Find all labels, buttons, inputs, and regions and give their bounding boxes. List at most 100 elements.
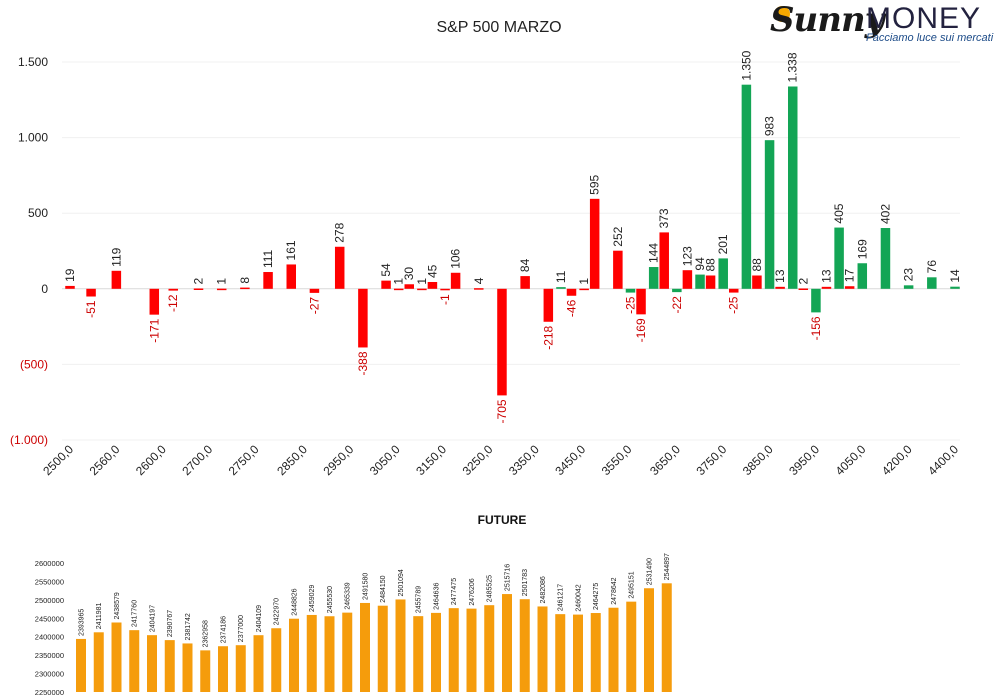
bar [309, 288, 320, 293]
bar [342, 612, 353, 692]
data-label: 2482086 [540, 576, 547, 603]
bar [286, 264, 296, 289]
data-label: 13 [819, 269, 833, 283]
x-tick-label: 2560,0 [87, 442, 123, 478]
data-label: 2455530 [327, 586, 334, 613]
data-label: 13 [773, 269, 787, 283]
bar [76, 638, 86, 692]
bar [764, 140, 775, 289]
x-tick-label: 3050,0 [367, 442, 403, 478]
bar [566, 288, 577, 296]
bar [427, 281, 438, 289]
data-label: 1 [415, 278, 429, 285]
y-tick-label: 2250000 [35, 688, 64, 697]
data-label: 2404197 [150, 605, 157, 632]
data-label: -169 [634, 318, 648, 342]
bar [659, 232, 669, 289]
bar [811, 288, 821, 313]
bar [193, 288, 204, 290]
data-label: 19 [63, 268, 77, 282]
y-tick-label: 2600000 [35, 559, 64, 568]
bar [440, 288, 450, 291]
data-label: -156 [809, 316, 823, 340]
y-tick-label: 2300000 [35, 670, 64, 679]
data-label: 45 [425, 264, 439, 278]
bar [182, 643, 193, 692]
data-label: 1.338 [786, 52, 800, 82]
brand-logo-word: Sunny [770, 0, 884, 40]
data-label: 2485525 [487, 575, 494, 602]
bar [111, 270, 122, 289]
bar [413, 616, 424, 692]
data-label: 2484150 [380, 575, 387, 602]
data-label: 1 [577, 278, 591, 285]
data-label: -705 [495, 399, 509, 423]
bar [417, 288, 427, 291]
data-label: 123 [680, 246, 694, 266]
x-tick-label: 2500,0 [40, 442, 76, 478]
x-tick-label: 3150,0 [413, 442, 449, 478]
x-tick-label: 3650,0 [647, 442, 683, 478]
bar [381, 280, 391, 289]
y-tick-label: (1.000) [10, 433, 48, 447]
y-tick-label: 2350000 [35, 651, 64, 660]
data-label: 201 [716, 234, 730, 254]
bar [857, 263, 868, 289]
bar [306, 614, 317, 692]
data-label: 402 [878, 204, 892, 224]
data-label: 2 [192, 277, 206, 284]
data-label: 2362958 [203, 620, 210, 647]
data-label: 94 [693, 257, 707, 271]
future-bar-chart: FUTURE 2600000 2550000 2500000 2450000 24000… [35, 513, 672, 697]
data-label: 2455789 [416, 586, 423, 613]
data-label: 14 [948, 269, 962, 283]
data-label: 2464636 [434, 583, 441, 610]
x-tick-label: 4200,0 [879, 442, 915, 478]
bar [573, 614, 583, 692]
y-tick-label: 1.000 [18, 131, 48, 145]
y-tick-label: 2400000 [35, 633, 64, 642]
data-label: 2374186 [221, 616, 228, 643]
bar [65, 285, 75, 289]
data-label: 111 [261, 249, 275, 268]
data-label: 169 [855, 239, 869, 259]
x-tick-label: 3750,0 [693, 442, 729, 478]
bar [520, 276, 530, 289]
bar [111, 622, 122, 692]
bar [93, 632, 104, 692]
bar [404, 284, 414, 289]
data-label: -12 [166, 294, 180, 312]
future-chart-title: FUTURE [478, 513, 527, 527]
bar [729, 288, 739, 293]
data-label: 2495151 [629, 571, 636, 598]
data-label: 144 [647, 243, 661, 263]
x-tick-label: 4050,0 [833, 442, 869, 478]
data-label: 23 [902, 268, 916, 282]
data-label: 2465339 [345, 582, 352, 609]
brand-logo: Sunny MONEY Facciamo luce sui mercati [768, 0, 993, 46]
data-label: 2381742 [185, 613, 192, 640]
data-label: 278 [333, 222, 347, 242]
bar [324, 616, 335, 692]
bar [395, 599, 406, 692]
x-tick-label: 2700,0 [179, 442, 215, 478]
y-tick-label: 0 [41, 282, 48, 296]
data-label: 252 [611, 226, 625, 246]
bar [752, 275, 762, 289]
bar [682, 270, 693, 289]
data-label: -218 [541, 325, 555, 349]
bar [555, 614, 566, 692]
bar [129, 630, 140, 692]
x-tick-label: 2850,0 [274, 442, 310, 478]
data-label: -27 [307, 297, 321, 315]
data-label: -388 [356, 351, 370, 375]
bar [393, 288, 404, 291]
bar [450, 272, 461, 289]
bar [218, 646, 228, 692]
data-label: 11 [554, 270, 568, 283]
bar [497, 288, 507, 396]
data-label: 161 [284, 240, 298, 260]
bar [672, 288, 682, 293]
x-tick-label: 2750,0 [226, 442, 262, 478]
bar [289, 618, 299, 692]
